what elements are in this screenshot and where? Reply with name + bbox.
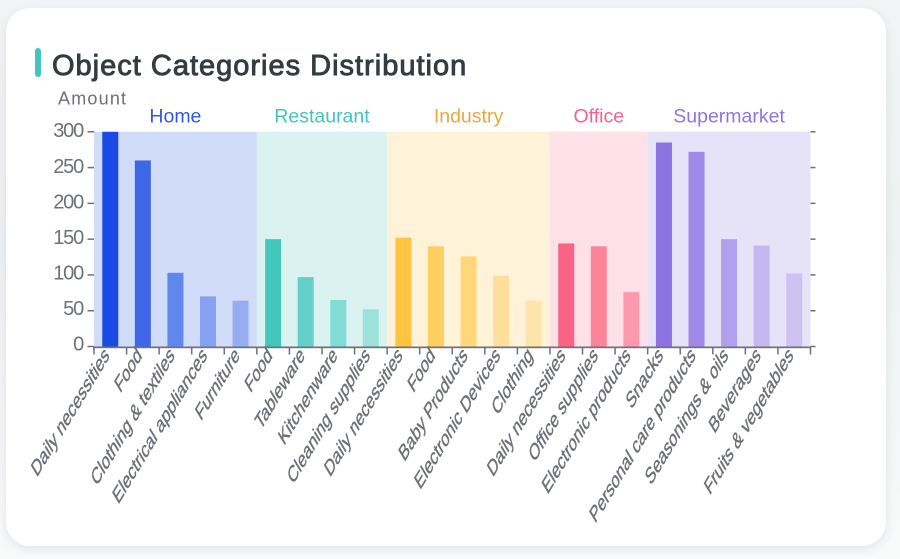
svg-text:Office: Office (574, 105, 625, 127)
svg-text:300: 300 (53, 120, 84, 142)
svg-text:50: 50 (63, 298, 84, 320)
svg-text:250: 250 (53, 156, 84, 178)
svg-text:200: 200 (53, 191, 84, 213)
svg-text:150: 150 (53, 227, 84, 249)
svg-text:Amount: Amount (58, 89, 127, 109)
svg-text:0: 0 (73, 333, 84, 355)
svg-text:Supermarket: Supermarket (673, 105, 785, 127)
svg-text:Restaurant: Restaurant (274, 105, 370, 127)
svg-text:Home: Home (149, 105, 201, 127)
svg-text:Industry: Industry (434, 105, 504, 127)
svg-text:100: 100 (53, 262, 84, 284)
